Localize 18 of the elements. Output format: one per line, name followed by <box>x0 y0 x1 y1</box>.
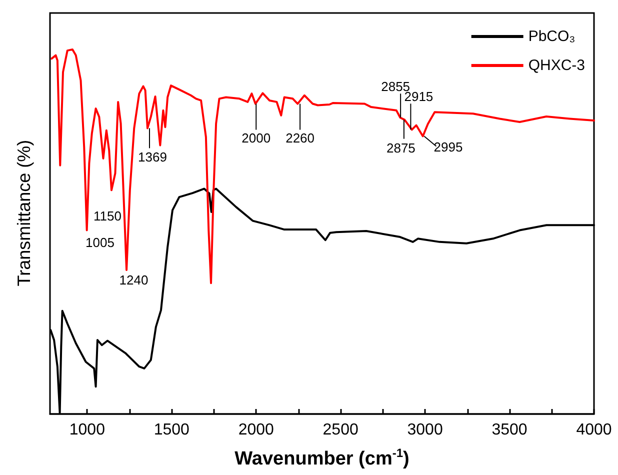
annotation: 1150 <box>94 208 122 224</box>
annotation: 2260 <box>286 130 314 146</box>
x-tick-label: 4000 <box>576 422 612 438</box>
x-tick-label: 2000 <box>238 422 274 438</box>
y-axis-title: Transmittance (%) <box>14 140 34 286</box>
x-tick-label: 2500 <box>322 422 358 438</box>
annotation: 1369 <box>138 150 167 165</box>
x-tick-label: 3500 <box>492 422 528 438</box>
annotation: 1005 <box>86 234 114 250</box>
legend-label: QHXC-3 <box>528 57 586 74</box>
x-tick-label: 1000 <box>69 422 106 438</box>
x-tick-label: 3000 <box>407 422 443 438</box>
annotation: 2875 <box>386 140 416 156</box>
legend-label: PbCO₃ <box>528 28 576 45</box>
annotation: 2000 <box>242 130 271 146</box>
x-tick-label: 1500 <box>154 422 190 438</box>
annotation: 2995 <box>434 140 463 155</box>
annotation: 1240 <box>119 272 148 288</box>
